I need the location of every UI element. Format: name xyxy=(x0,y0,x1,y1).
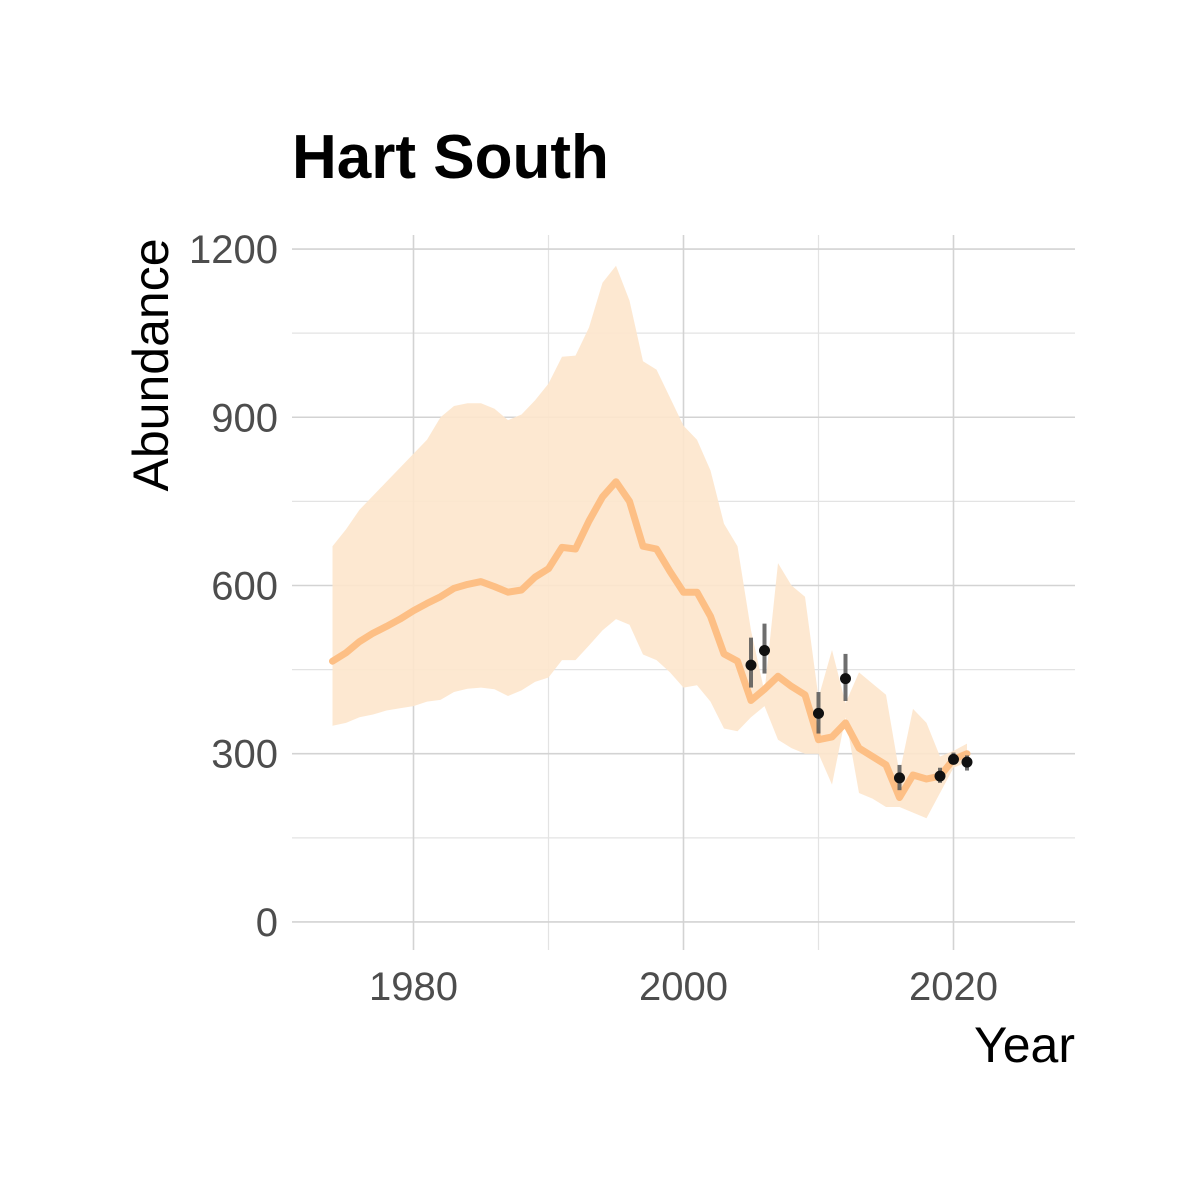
x-tick-label: 1980 xyxy=(369,965,458,1009)
x-axis-title: Year xyxy=(974,1017,1075,1073)
y-tick-label: 600 xyxy=(211,564,278,608)
confidence-ribbon xyxy=(332,265,967,819)
observation-point xyxy=(759,645,770,657)
observation-point xyxy=(745,659,757,671)
x-tick-label: 2000 xyxy=(639,965,728,1009)
observation-point xyxy=(840,673,851,685)
y-tick-label: 0 xyxy=(256,901,278,945)
y-tick-label: 300 xyxy=(211,733,278,777)
tick-labels: 0 300 600 900 1200 1980 2000 2020 xyxy=(189,228,998,1009)
trend-line-layer xyxy=(329,478,971,801)
observation-point xyxy=(894,772,905,784)
y-axis-title: Abundance xyxy=(123,238,179,491)
x-tick-label: 2020 xyxy=(909,965,998,1009)
observation-point xyxy=(948,753,959,765)
observation-point xyxy=(813,707,824,719)
y-tick-label: 900 xyxy=(211,396,278,440)
observation-point xyxy=(961,756,973,768)
y-tick-label: 1200 xyxy=(189,228,278,272)
observation-point xyxy=(934,770,946,782)
trend-line xyxy=(329,478,971,801)
observations-layer xyxy=(745,623,973,791)
confidence-ribbon-layer xyxy=(332,265,967,819)
chart-title: Hart South xyxy=(292,123,609,192)
